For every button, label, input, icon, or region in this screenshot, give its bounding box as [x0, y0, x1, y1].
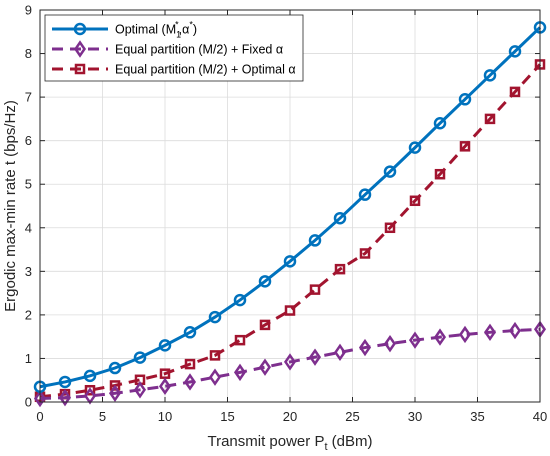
series-line [39, 26, 542, 389]
tick-layer: 0 5 10 15 20 25 30 35 40 0 1 2 3 4 5 6 7 8 9 [25, 3, 547, 425]
x-tick-label: 25 [345, 409, 359, 424]
data-point [458, 93, 472, 106]
data-point [308, 348, 322, 366]
data-point [308, 234, 322, 247]
legend-items [52, 22, 108, 75]
y-tick-label: 3 [25, 264, 32, 279]
x-axis-label: Transmit power Pt (dBm) [207, 433, 372, 453]
data-point [184, 358, 196, 370]
data-point [283, 353, 297, 371]
data-point [259, 319, 271, 331]
y-tick-label: 5 [25, 177, 32, 192]
data-point [183, 373, 197, 391]
data-point [434, 168, 446, 180]
data-point [309, 284, 321, 295]
data-point [433, 328, 447, 346]
data-point [158, 377, 172, 396]
legend: Optimal (M1*,α*) Equal partition (M/2) +… [44, 14, 304, 82]
legend-marker [73, 40, 87, 58]
data-point [158, 339, 172, 352]
data-point [84, 384, 96, 396]
data-point [333, 211, 347, 225]
legend-marker [74, 63, 86, 75]
y-tick-label: 4 [25, 220, 32, 235]
series-line [39, 63, 542, 399]
data-point [233, 293, 247, 307]
data-point [258, 275, 272, 288]
data-point [109, 380, 121, 391]
data-point [508, 321, 522, 340]
data-point [58, 375, 72, 389]
series-0 [33, 21, 547, 394]
data-point [408, 141, 422, 154]
legend-entry-optimal: Optimal (M1*,α*) [115, 20, 197, 40]
data-point [58, 388, 72, 407]
y-tick-label: 1 [25, 351, 32, 366]
x-tick-label: 35 [470, 409, 484, 424]
data-point [209, 350, 221, 361]
x-tick-label: 20 [283, 409, 297, 424]
y-tick-label: 0 [25, 395, 32, 410]
series-layer [33, 21, 547, 408]
x-tick-label: 40 [533, 409, 547, 424]
data-point [484, 113, 496, 125]
data-point [483, 69, 497, 82]
data-point [359, 248, 371, 259]
data-point [284, 305, 296, 316]
data-point [408, 331, 422, 349]
data-point [483, 323, 497, 342]
data-point [459, 141, 471, 152]
data-point [233, 363, 247, 382]
data-point [358, 188, 372, 201]
data-point [108, 384, 122, 402]
data-point [509, 86, 521, 98]
data-point [258, 358, 272, 376]
data-point [384, 222, 396, 234]
y-tick-label: 8 [25, 46, 32, 61]
y-axis-label: Ergodic max-min rate t (bps/Hz) [2, 100, 19, 312]
x-tick-label: 30 [408, 409, 422, 424]
data-point [334, 263, 346, 275]
data-point [133, 351, 147, 364]
data-point [383, 165, 397, 178]
data-point [108, 361, 122, 375]
data-point [133, 381, 147, 399]
data-point [433, 116, 447, 130]
x-tick-label: 0 [36, 409, 43, 424]
y-tick-label: 9 [25, 3, 32, 18]
data-point [383, 334, 397, 353]
data-point [208, 310, 222, 324]
x-tick-label: 15 [220, 409, 234, 424]
y-tick-label: 6 [25, 133, 32, 148]
data-point [234, 334, 246, 346]
x-tick-label: 10 [158, 409, 172, 424]
y-tick-label: 7 [25, 90, 32, 105]
data-point [333, 343, 347, 362]
data-point [83, 369, 97, 383]
data-point [409, 195, 421, 207]
data-point [508, 45, 522, 58]
x-tick-label: 5 [99, 409, 106, 424]
legend-marker [73, 22, 87, 36]
data-point [33, 389, 47, 408]
data-point [208, 368, 222, 386]
legend-entry-equal-optimal: Equal partition (M/2) + Optimal α [115, 63, 296, 77]
legend-entry-equal-fixed: Equal partition (M/2) + Fixed α [115, 43, 283, 57]
data-point [183, 326, 197, 339]
data-point [283, 255, 297, 268]
data-point [358, 338, 372, 357]
data-point [458, 325, 472, 344]
y-tick-label: 2 [25, 307, 32, 322]
series-line [39, 327, 541, 401]
